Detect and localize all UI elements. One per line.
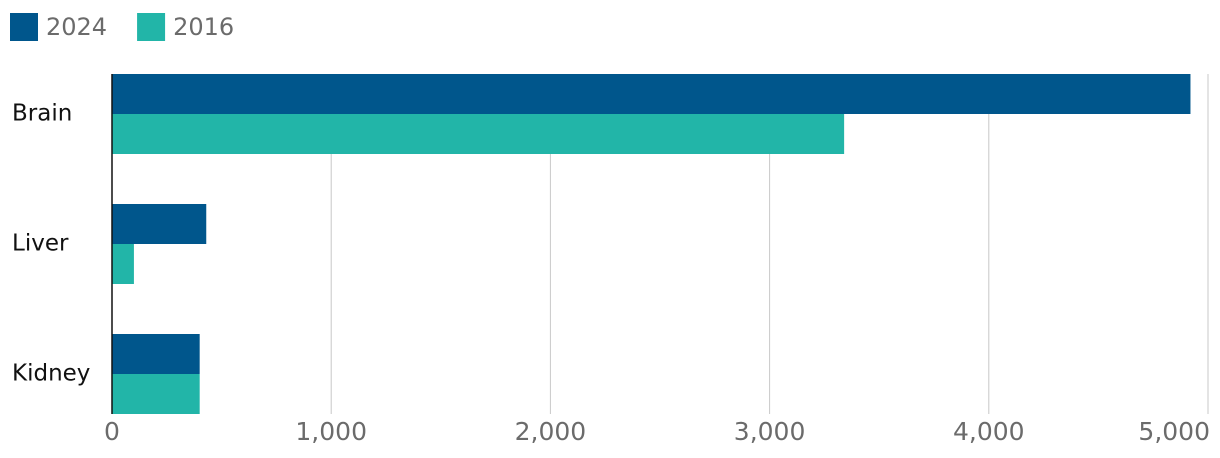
legend-label: 2024 (46, 13, 107, 41)
x-tick-label: 3,000 (734, 417, 806, 446)
x-tick-label: 5,000 (1138, 417, 1210, 446)
bar (112, 204, 207, 244)
category-label: Liver (12, 231, 69, 257)
category-label: Brain (12, 101, 72, 127)
x-tick-label: 1,000 (295, 417, 367, 446)
bar (112, 374, 200, 414)
bar (112, 334, 200, 374)
x-tick-label: 4,000 (953, 417, 1025, 446)
x-tick-label: 0 (104, 417, 120, 446)
bar (112, 244, 134, 284)
legend-label: 2016 (173, 13, 234, 41)
legend-swatch (10, 13, 38, 41)
x-tick-label: 2,000 (515, 417, 587, 446)
bar (112, 74, 1191, 114)
legend-swatch (137, 13, 166, 41)
category-label: Kidney (12, 361, 90, 387)
bar (112, 114, 845, 154)
